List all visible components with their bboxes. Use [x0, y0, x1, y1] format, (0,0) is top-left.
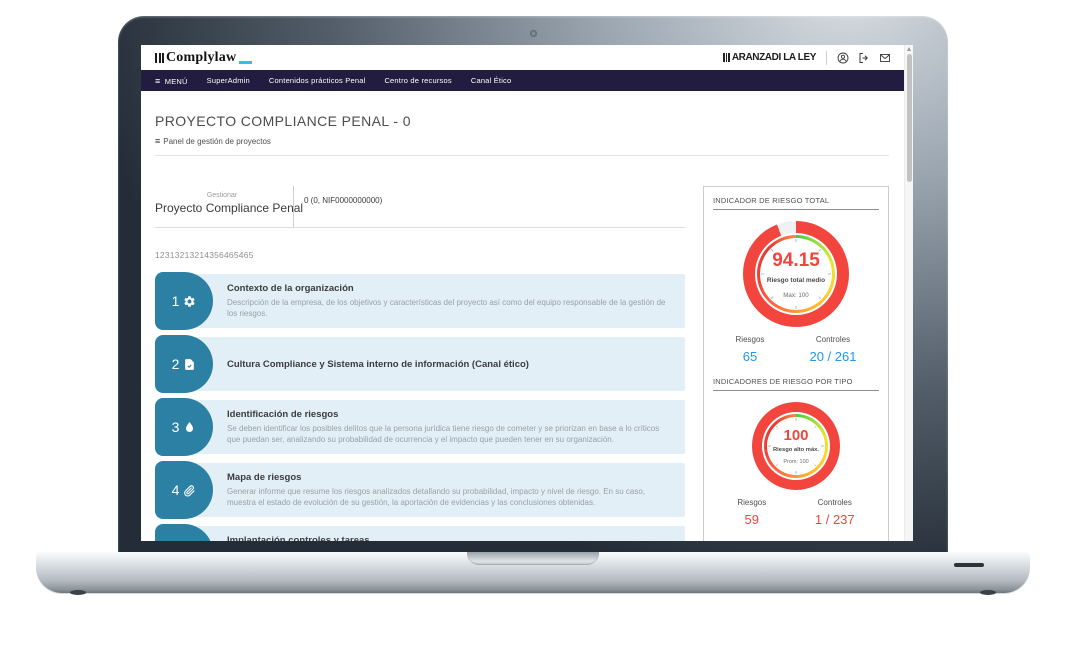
- riesgos-value[interactable]: 65: [742, 349, 758, 364]
- scroll-up-icon[interactable]: [907, 47, 911, 51]
- panel-title-by-type: INDICADORES DE RIESGO POR TIPO: [713, 377, 879, 391]
- riesgos-value[interactable]: 59: [744, 512, 760, 527]
- step-title: Implantación controles y tareas: [227, 534, 370, 541]
- step-number: 4: [171, 482, 180, 498]
- laptop-screen-bezel: Complylaw ARANZADI LA LEY: [118, 16, 948, 556]
- step-item-cultura-compliance[interactable]: 2 Cultura Compliance y Sistema interno d…: [155, 335, 685, 393]
- manage-title: Proyecto Compliance Penal: [155, 201, 304, 215]
- high-risk-gauge: 100 Riesgo alto máx. Prom: 100: [752, 402, 840, 490]
- step-description: Descripción de la empresa, de los objeti…: [227, 297, 666, 318]
- page-title: PROYECTO COMPLIANCE PENAL - 0: [155, 113, 411, 129]
- step-badge: 3: [155, 398, 213, 456]
- laptop-foot: [980, 590, 996, 595]
- project-reference: 0 (0, NIF0000000000): [304, 196, 383, 205]
- gauge-value: 100: [783, 427, 809, 444]
- panel-title-total: INDICADOR DE RIESGO TOTAL: [713, 196, 879, 210]
- paperclip-icon: [183, 484, 196, 497]
- project-code: 12313213214356465465: [155, 250, 254, 260]
- logo-underscore-icon: [239, 60, 253, 64]
- total-risk-stats: Riesgos 65 Controles 20 / 261: [713, 335, 879, 364]
- step-description: Se deben identificar los posibles delito…: [227, 423, 660, 444]
- nav-item-centro-de-recursos[interactable]: Centro de recursos: [384, 76, 452, 85]
- nav-item-canal-etico[interactable]: Canal Ético: [470, 76, 512, 85]
- gear-icon: [183, 295, 196, 308]
- step-number: 3: [171, 419, 180, 435]
- laptop-base: [36, 552, 1030, 595]
- gauge-label: Riesgo total medio: [766, 276, 826, 284]
- nav-menu-button[interactable]: ≡ MENÚ: [155, 75, 188, 86]
- partner-text: ARANZADI LA LEY: [731, 52, 817, 63]
- logo-text: Complylaw: [166, 49, 237, 65]
- step-title: Cultura Compliance y Sistema interno de …: [227, 358, 529, 370]
- controles-value[interactable]: 1 / 237: [814, 512, 855, 527]
- step-item-contexto[interactable]: 1 Contexto de la organización Descripció…: [155, 272, 685, 330]
- drop-icon: [183, 421, 196, 434]
- aranzadi-la-ley-logo: ARANZADI LA LEY: [723, 52, 816, 63]
- step-title: Contexto de la organización: [227, 282, 354, 294]
- scrollbar[interactable]: [904, 45, 913, 541]
- step-badge: 1: [155, 272, 213, 330]
- riesgos-label: Riesgos: [737, 498, 767, 507]
- complylaw-bars-icon: [155, 52, 164, 63]
- step-description: Generar informe que resume los riesgos a…: [227, 486, 646, 507]
- total-risk-gauge: 94.15 Riesgo total medio Max: 100: [743, 221, 849, 327]
- header-divider: [826, 50, 827, 65]
- step-title: Mapa de riesgos: [227, 471, 302, 483]
- high-risk-stats: Riesgos 59 Controles 1 / 237: [713, 498, 879, 527]
- divider: [155, 155, 889, 156]
- main-nav: ≡ MENÚ SuperAdmin Contenidos prácticos P…: [141, 70, 913, 91]
- manage-kicker: Gestionar: [206, 192, 238, 199]
- controles-label: Controles: [815, 335, 851, 344]
- laptop-foot: [70, 590, 86, 595]
- breadcrumb[interactable]: ≡ Panel de gestión de proyectos: [155, 136, 271, 146]
- steps-list: 1 Contexto de la organización Descripció…: [155, 272, 685, 541]
- step-badge: 4: [155, 461, 213, 519]
- hamburger-icon: ≡: [155, 75, 161, 86]
- gauge-sublabel: Prom: 100: [783, 459, 809, 465]
- gauge-sublabel: Max: 100: [783, 291, 809, 299]
- step-number: 2: [171, 356, 180, 372]
- step-item-identificacion-riesgos[interactable]: 3 Identificación de riesgos Se deben ide…: [155, 398, 685, 456]
- logout-icon[interactable]: [858, 52, 870, 64]
- list-icon: ≡: [155, 136, 161, 146]
- risk-indicator-panel: INDICADOR DE RIESGO TOTAL 94.15 R: [703, 186, 889, 541]
- step-badge: 2: [155, 335, 213, 393]
- nav-item-contenidos-practicos-penal[interactable]: Contenidos prácticos Penal: [268, 76, 366, 85]
- step-item-implantacion-controles[interactable]: 5 Implantación controles y tareas Una ve…: [155, 524, 685, 541]
- riesgos-label: Riesgos: [735, 335, 765, 344]
- scrollbar-thumb[interactable]: [906, 54, 912, 182]
- webcam-icon: [530, 30, 537, 37]
- step-number: 1: [171, 293, 180, 309]
- mail-icon[interactable]: [879, 52, 891, 64]
- complylaw-logo[interactable]: Complylaw: [155, 49, 253, 65]
- step-badge: 5: [155, 524, 213, 541]
- step-title: Identificación de riesgos: [227, 408, 339, 420]
- step-item-mapa-riesgos[interactable]: 4 Mapa de riesgos Generar informe que re…: [155, 461, 685, 519]
- controles-label: Controles: [817, 498, 852, 507]
- gauge-label: Riesgo alto máx.: [772, 447, 820, 453]
- app-header: Complylaw ARANZADI LA LEY: [141, 45, 913, 70]
- laptop-latch-notch: [467, 552, 599, 565]
- laptop-port-slot: [954, 563, 984, 567]
- project-manage-header: Gestionar Proyecto Compliance Penal 0 (0…: [155, 186, 685, 228]
- controles-value[interactable]: 20 / 261: [809, 349, 857, 364]
- account-icon[interactable]: [837, 52, 849, 64]
- aranzadi-bars-icon: [723, 53, 730, 62]
- document-check-icon: [183, 358, 196, 371]
- gauge-value: 94.15: [772, 249, 820, 271]
- app-window: Complylaw ARANZADI LA LEY: [141, 45, 913, 541]
- nav-item-superadmin[interactable]: SuperAdmin: [206, 76, 250, 85]
